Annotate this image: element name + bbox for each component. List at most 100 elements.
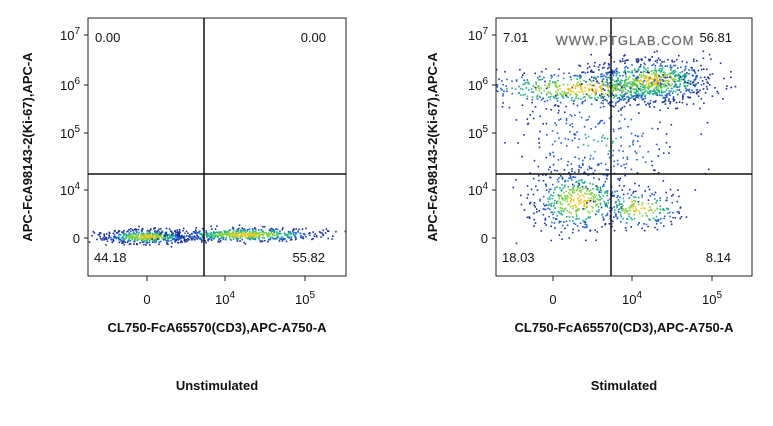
event-dot <box>667 212 669 214</box>
event-dot <box>582 164 584 166</box>
event-dot <box>580 76 582 79</box>
event-dot <box>646 75 648 78</box>
event-dot <box>162 237 164 240</box>
event-dot <box>532 177 535 180</box>
event-dot <box>174 232 177 235</box>
event-dot <box>561 184 563 186</box>
event-dot <box>570 198 572 201</box>
event-dot <box>670 68 672 70</box>
event-dot <box>596 210 598 213</box>
event-dot <box>661 69 663 72</box>
event-dot <box>621 106 624 109</box>
event-dot <box>216 225 218 227</box>
event-dot <box>663 85 666 88</box>
event-dot <box>643 66 645 68</box>
event-dot <box>137 238 140 240</box>
event-dot <box>600 94 603 97</box>
event-dot <box>629 104 631 106</box>
event-dot <box>536 211 538 213</box>
event-dot <box>237 235 240 237</box>
event-dot <box>285 240 288 243</box>
event-dot <box>607 72 610 74</box>
event-dot <box>108 234 110 236</box>
event-dot <box>616 217 619 219</box>
event-dot <box>561 214 563 216</box>
event-dot <box>580 85 582 87</box>
event-dot <box>154 231 156 233</box>
event-dot <box>211 237 214 239</box>
event-dot <box>118 233 121 236</box>
event-dot <box>490 88 492 90</box>
event-dot <box>583 205 585 208</box>
event-dot <box>554 207 557 209</box>
event-dot <box>671 59 673 62</box>
event-dot <box>174 230 176 233</box>
event-dot <box>624 72 627 74</box>
event-dot <box>627 213 630 215</box>
event-dot <box>616 87 618 89</box>
event-dot <box>612 216 615 218</box>
event-dot <box>697 82 699 84</box>
event-dot <box>578 190 581 192</box>
event-dot <box>572 176 575 178</box>
event-dot <box>308 232 310 235</box>
event-dot <box>648 60 651 62</box>
event-dot <box>570 90 572 93</box>
event-dot <box>677 73 680 76</box>
event-dot <box>248 237 251 240</box>
event-dot <box>574 171 576 173</box>
event-dot <box>471 94 473 96</box>
event-dot <box>669 188 672 191</box>
event-dot <box>570 205 572 208</box>
event-dot <box>322 229 324 232</box>
event-dot <box>278 233 280 235</box>
event-dot <box>571 195 573 197</box>
event-dot <box>647 76 650 78</box>
event-dot <box>545 68 547 70</box>
event-dot <box>667 100 670 102</box>
event-dot <box>289 231 291 233</box>
event-dot <box>656 94 659 96</box>
event-dot <box>114 229 116 232</box>
event-dot <box>611 105 614 107</box>
event-dot <box>530 88 533 90</box>
event-dot <box>118 237 121 239</box>
event-dot <box>634 134 637 137</box>
event-dot <box>555 202 558 205</box>
event-dot <box>588 211 591 214</box>
event-dot <box>520 194 522 197</box>
event-dot <box>669 211 671 214</box>
event-dot <box>599 85 601 88</box>
event-dot <box>176 231 178 234</box>
event-dot <box>642 82 644 85</box>
event-dot <box>669 74 672 77</box>
event-dot <box>586 202 588 204</box>
event-dot <box>124 241 126 243</box>
event-dot <box>553 188 556 191</box>
event-dot <box>560 220 562 223</box>
event-dot <box>526 95 529 98</box>
event-dot <box>459 79 461 81</box>
event-dot <box>657 80 659 82</box>
event-dot <box>612 74 615 77</box>
event-dot <box>259 240 262 243</box>
event-dot <box>637 103 640 106</box>
event-dot <box>190 236 192 238</box>
event-dot <box>678 77 680 79</box>
event-dot <box>288 237 290 239</box>
event-dot <box>676 200 679 203</box>
event-dot <box>574 85 577 88</box>
event-dot <box>636 71 638 73</box>
event-dot <box>199 233 202 236</box>
event-dot <box>666 93 668 96</box>
event-dot <box>631 83 633 85</box>
event-dot <box>237 237 239 240</box>
event-dot <box>572 187 575 190</box>
event-dot <box>661 86 663 88</box>
event-dot <box>534 72 536 75</box>
event-dot <box>675 107 677 110</box>
event-dot <box>684 81 686 83</box>
event-dot <box>498 78 500 81</box>
event-dot <box>96 238 98 241</box>
